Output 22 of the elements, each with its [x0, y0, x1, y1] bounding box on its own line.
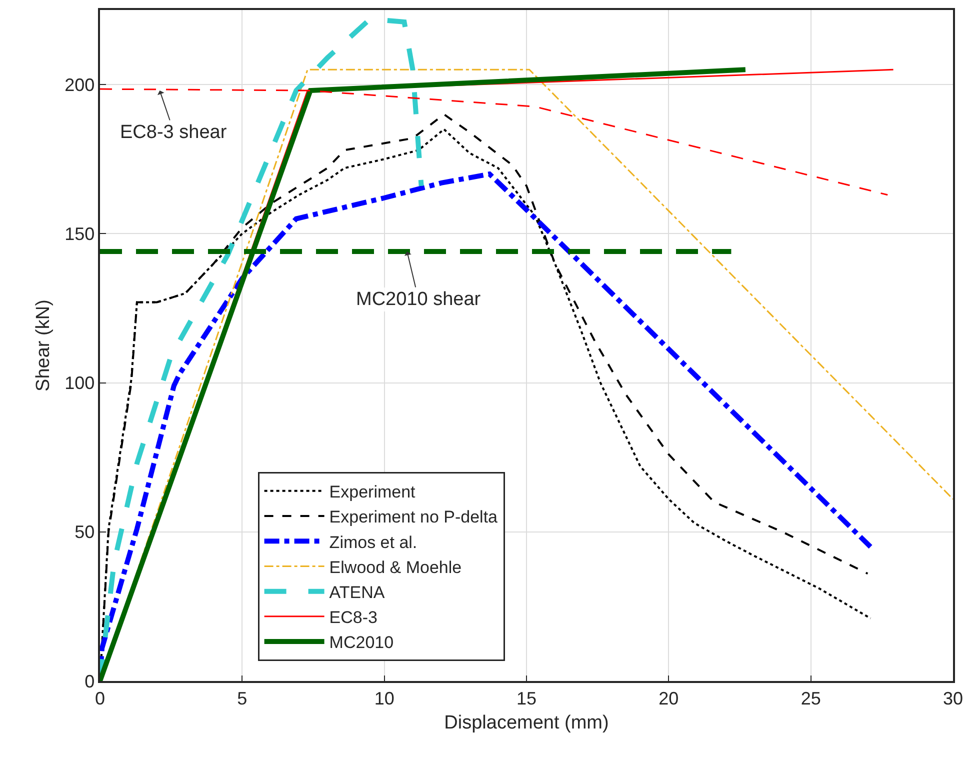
x-tick-label: 10 [374, 688, 394, 708]
y-tick-label: 50 [74, 522, 95, 542]
legend-label: Elwood & Moehle [329, 558, 462, 577]
x-axis-title: Displacement (mm) [444, 712, 609, 734]
y-tick-label: 100 [64, 373, 95, 394]
legend-label: ATENA [329, 582, 386, 602]
legend-label: Zimos et al. [329, 532, 418, 552]
x-tick-label: 30 [942, 688, 964, 708]
legend-label: EC8-3 [329, 608, 378, 628]
legend-label: Experiment [329, 482, 416, 502]
annotation: MC2010 shear [356, 289, 482, 310]
legend-label: Experiment no P-delta [329, 508, 498, 527]
y-axis-title: Shear (kN) [32, 300, 54, 392]
y-tick-label: 150 [64, 224, 95, 244]
y-tick-label: 0 [84, 671, 95, 692]
y-tick-label: 200 [64, 74, 95, 95]
x-tick-label: 25 [800, 688, 821, 708]
x-tick-label: 15 [516, 688, 537, 708]
x-tick-label: 5 [237, 688, 248, 708]
legend-label: MC2010 [329, 633, 394, 652]
annotation: EC8-3 shear [120, 122, 228, 143]
x-tick-label: 20 [658, 688, 679, 708]
